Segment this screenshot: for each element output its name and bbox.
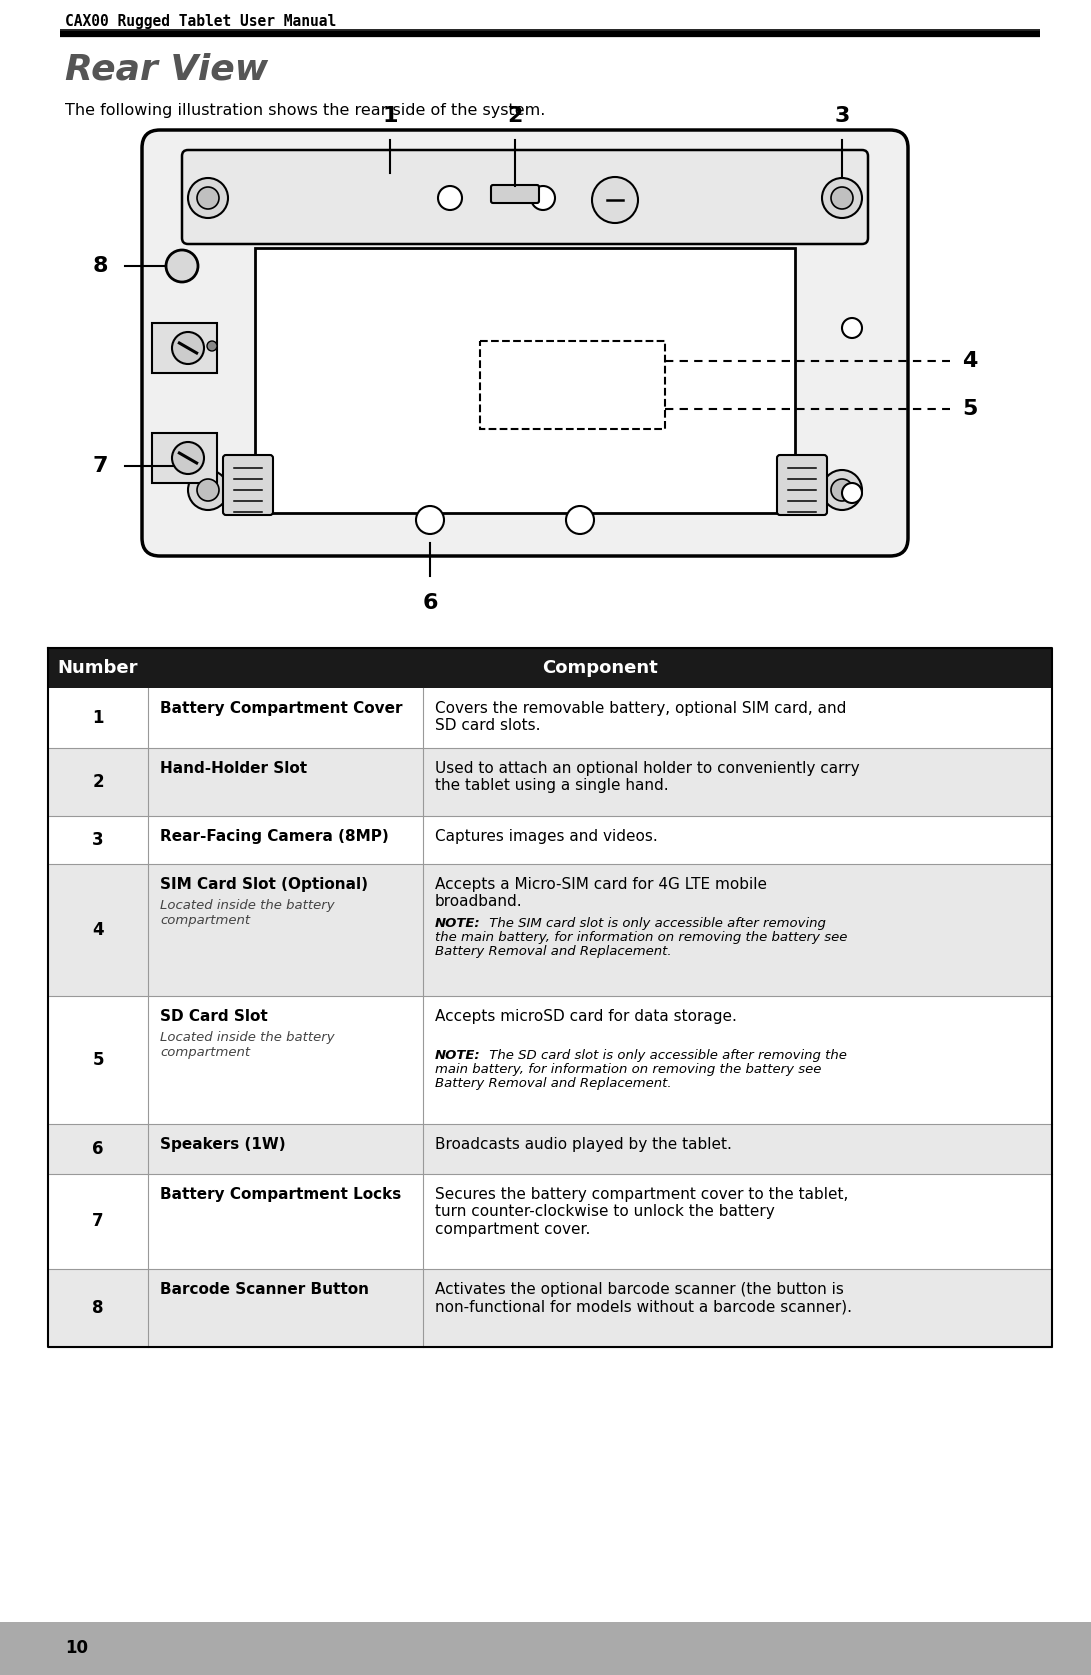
Circle shape xyxy=(197,479,219,501)
Text: 5: 5 xyxy=(962,399,978,419)
Text: 3: 3 xyxy=(92,831,104,849)
Text: Component: Component xyxy=(542,658,658,677)
Circle shape xyxy=(842,482,862,502)
Bar xyxy=(48,688,1052,749)
Circle shape xyxy=(831,188,853,209)
Text: SD Card Slot: SD Card Slot xyxy=(160,1008,267,1023)
Text: CAX00 Rugged Tablet User Manual: CAX00 Rugged Tablet User Manual xyxy=(65,13,336,28)
Circle shape xyxy=(566,506,594,534)
Text: Captures images and videos.: Captures images and videos. xyxy=(435,829,658,844)
Circle shape xyxy=(831,479,853,501)
Bar xyxy=(48,864,1052,997)
Text: Speakers (1W): Speakers (1W) xyxy=(160,1137,286,1152)
Text: SIM Card Slot (Optional): SIM Card Slot (Optional) xyxy=(160,878,368,893)
Circle shape xyxy=(172,442,204,474)
Text: 2: 2 xyxy=(507,106,523,126)
Bar xyxy=(255,248,795,513)
Text: Number: Number xyxy=(58,658,139,677)
Bar xyxy=(152,434,217,482)
FancyBboxPatch shape xyxy=(182,151,868,245)
Bar xyxy=(48,1174,1052,1270)
Text: Accepts a Micro-SIM card for 4G LTE mobile
broadband.: Accepts a Micro-SIM card for 4G LTE mobi… xyxy=(435,878,767,910)
Circle shape xyxy=(531,186,555,209)
FancyBboxPatch shape xyxy=(223,456,273,514)
Bar xyxy=(480,342,666,429)
Circle shape xyxy=(172,332,204,363)
Text: 3: 3 xyxy=(835,106,850,126)
Text: Barcode Scanner Button: Barcode Scanner Button xyxy=(160,1281,369,1296)
Text: the main battery, for information on removing the battery see: the main battery, for information on rem… xyxy=(435,931,848,945)
Text: Accepts microSD card for data storage.: Accepts microSD card for data storage. xyxy=(435,1008,736,1023)
Text: Rear-Facing Camera (8MP): Rear-Facing Camera (8MP) xyxy=(160,829,388,844)
Bar xyxy=(48,1124,1052,1174)
Text: Located inside the battery
compartment: Located inside the battery compartment xyxy=(160,899,335,926)
Text: 1: 1 xyxy=(382,106,398,126)
Text: The SIM card slot is only accessible after removing: The SIM card slot is only accessible aft… xyxy=(485,916,826,930)
Text: 8: 8 xyxy=(93,1300,104,1317)
Text: 2: 2 xyxy=(92,772,104,791)
Text: Used to attach an optional holder to conveniently carry
the tablet using a singl: Used to attach an optional holder to con… xyxy=(435,760,860,794)
Text: 7: 7 xyxy=(92,1213,104,1231)
Text: The following illustration shows the rear side of the system.: The following illustration shows the rea… xyxy=(65,102,546,117)
Circle shape xyxy=(607,193,623,208)
Text: 5: 5 xyxy=(93,1050,104,1069)
Circle shape xyxy=(600,184,630,214)
Circle shape xyxy=(592,178,638,223)
Text: 10: 10 xyxy=(65,1640,88,1657)
Text: Covers the removable battery, optional SIM card, and
SD card slots.: Covers the removable battery, optional S… xyxy=(435,702,847,734)
Circle shape xyxy=(437,186,461,209)
Text: 1: 1 xyxy=(93,709,104,727)
Circle shape xyxy=(842,318,862,338)
Bar xyxy=(48,648,1052,688)
Text: Hand-Holder Slot: Hand-Holder Slot xyxy=(160,760,308,776)
Text: Located inside the battery
compartment: Located inside the battery compartment xyxy=(160,1032,335,1059)
Text: Secures the battery compartment cover to the tablet,
turn counter-clockwise to u: Secures the battery compartment cover to… xyxy=(435,1188,849,1236)
Bar xyxy=(48,749,1052,816)
Bar xyxy=(48,1270,1052,1347)
FancyBboxPatch shape xyxy=(142,131,908,556)
Text: 6: 6 xyxy=(422,593,437,613)
Bar xyxy=(48,997,1052,1124)
Bar xyxy=(48,816,1052,864)
Circle shape xyxy=(188,471,228,509)
Text: Battery Compartment Locks: Battery Compartment Locks xyxy=(160,1188,401,1203)
Circle shape xyxy=(188,178,228,218)
Text: 7: 7 xyxy=(93,456,108,476)
Circle shape xyxy=(822,178,862,218)
Circle shape xyxy=(416,506,444,534)
Circle shape xyxy=(207,342,217,352)
Bar xyxy=(0,1621,1091,1675)
Circle shape xyxy=(822,471,862,509)
Text: Battery Removal and Replacement.: Battery Removal and Replacement. xyxy=(435,1077,672,1090)
Text: Battery Removal and Replacement.: Battery Removal and Replacement. xyxy=(435,945,672,958)
Text: 8: 8 xyxy=(93,256,108,276)
Text: 6: 6 xyxy=(93,1141,104,1157)
Text: The SD card slot is only accessible after removing the: The SD card slot is only accessible afte… xyxy=(485,1049,847,1062)
Text: 4: 4 xyxy=(962,352,978,370)
Text: NOTE:: NOTE: xyxy=(435,1049,481,1062)
Circle shape xyxy=(166,250,197,281)
Circle shape xyxy=(197,188,219,209)
FancyBboxPatch shape xyxy=(491,184,539,203)
FancyBboxPatch shape xyxy=(777,456,827,514)
Text: Activates the optional barcode scanner (the button is
non-functional for models : Activates the optional barcode scanner (… xyxy=(435,1281,852,1315)
Text: 4: 4 xyxy=(92,921,104,940)
Text: Battery Compartment Cover: Battery Compartment Cover xyxy=(160,702,403,715)
Bar xyxy=(152,323,217,374)
Text: Rear View: Rear View xyxy=(65,52,268,85)
Text: main battery, for information on removing the battery see: main battery, for information on removin… xyxy=(435,1064,822,1075)
Text: NOTE:: NOTE: xyxy=(435,916,481,930)
Text: Broadcasts audio played by the tablet.: Broadcasts audio played by the tablet. xyxy=(435,1137,732,1152)
